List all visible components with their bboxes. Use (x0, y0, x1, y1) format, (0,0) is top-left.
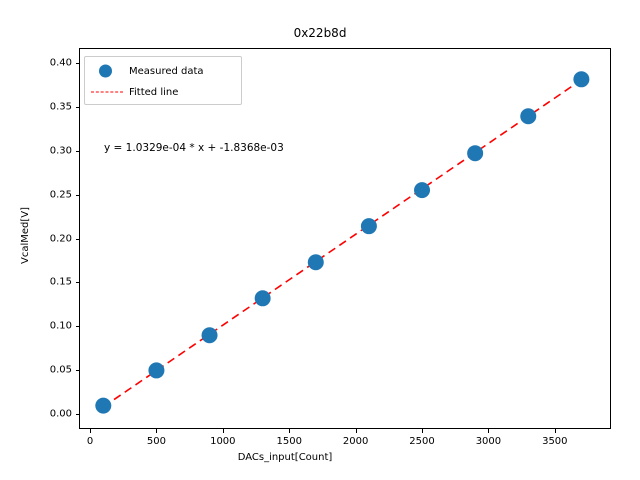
x-tick-mark (554, 429, 556, 433)
fitted-line (102, 79, 582, 408)
legend-label: Measured data (129, 65, 204, 77)
x-tick-label: 3500 (542, 436, 568, 447)
plot-area-frame (79, 48, 611, 429)
y-tick-mark (75, 62, 79, 64)
x-tick-label: 2000 (342, 436, 369, 447)
data-point (95, 397, 112, 414)
y-tick-label: 0.35 (49, 101, 72, 113)
x-tick-mark (90, 429, 92, 433)
data-point (254, 290, 271, 307)
y-tick-label: 0.15 (49, 276, 72, 288)
x-tick-label: 3000 (475, 436, 502, 447)
data-point (467, 145, 484, 162)
fit-equation-annotation: y = 1.0329e-04 * x + -1.8368e-03 (104, 142, 284, 154)
x-tick-mark (355, 429, 357, 433)
x-tick-label: 500 (146, 436, 166, 447)
legend-label: Fitted line (129, 86, 179, 98)
x-tick-mark (289, 429, 291, 433)
legend-item-measured-data: Measured data (85, 60, 241, 82)
legend-marker-dot-icon (85, 60, 129, 82)
y-tick-mark (75, 370, 79, 372)
data-point (148, 362, 165, 379)
page-title: 0x22b8d (293, 26, 347, 40)
x-tick-mark (222, 429, 224, 433)
y-tick-mark (75, 106, 79, 108)
data-point (307, 254, 324, 271)
data-point (201, 327, 218, 344)
x-tick-mark (488, 429, 490, 433)
y-tick-label: 0.10 (49, 320, 72, 332)
plot-canvas (95, 71, 590, 414)
y-tick-mark (75, 282, 79, 284)
y-axis-label: VcalMed[V] (20, 206, 31, 264)
legend-dashed-line-icon (85, 81, 129, 103)
y-tick-mark (75, 150, 79, 152)
y-tick-label: 0.25 (49, 189, 72, 201)
x-tick-label: 1000 (210, 436, 236, 447)
measured-data-points (95, 71, 590, 414)
y-tick-label: 0.20 (49, 233, 72, 244)
y-tick-label: 0.40 (49, 57, 72, 69)
data-point (360, 218, 377, 235)
y-tick-label: 0.05 (49, 364, 72, 376)
y-tick-label: 0.00 (49, 408, 72, 420)
x-tick-label: 2500 (409, 436, 435, 447)
x-tick-mark (422, 429, 424, 433)
legend-item-fitted-line: Fitted line (85, 81, 241, 103)
y-tick-mark (75, 326, 79, 328)
y-tick-mark (75, 238, 79, 240)
x-tick-label: 0 (86, 436, 94, 447)
x-tick-label: 1500 (276, 436, 302, 447)
y-tick-label: 0.30 (49, 145, 72, 157)
x-tick-mark (156, 429, 158, 433)
legend: Measured data Fitted line (84, 56, 242, 105)
data-point (573, 71, 590, 88)
y-tick-mark (75, 414, 79, 416)
x-axis-label: DACs_input[Count] (237, 452, 333, 463)
data-point (520, 108, 537, 125)
fitted-line-path (102, 79, 582, 408)
y-tick-mark (75, 194, 79, 196)
data-point (414, 182, 431, 199)
